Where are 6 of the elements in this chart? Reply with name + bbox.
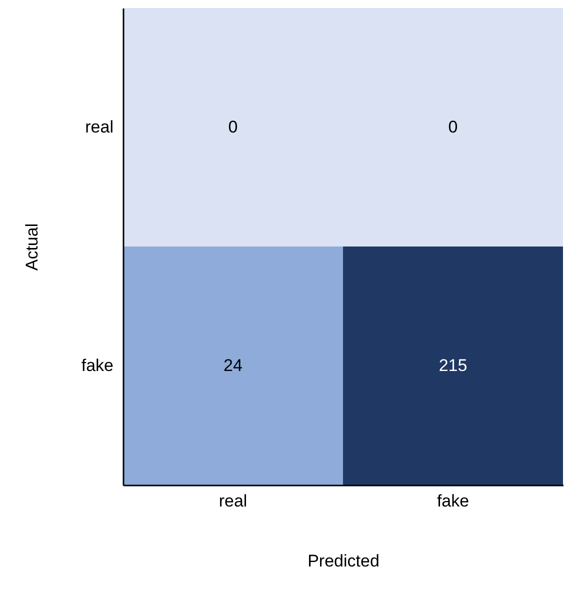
data-label: 24 [224, 356, 242, 375]
x-axis-title: Predicted [308, 552, 380, 570]
data-label: 0 [228, 117, 238, 136]
data-label: 0 [448, 117, 458, 136]
y-axis-title: Actual [22, 223, 42, 271]
data-label: 215 [438, 356, 468, 375]
